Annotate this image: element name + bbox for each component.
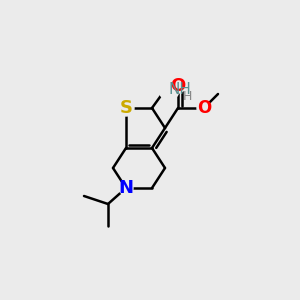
Circle shape	[119, 181, 133, 195]
Text: O: O	[170, 77, 186, 95]
Text: O: O	[197, 99, 211, 117]
Text: N: N	[118, 179, 134, 197]
Circle shape	[159, 80, 179, 100]
Text: S: S	[119, 99, 133, 117]
Text: NH: NH	[169, 82, 192, 97]
Circle shape	[171, 79, 185, 93]
Text: H: H	[183, 91, 192, 103]
Circle shape	[197, 101, 211, 115]
Circle shape	[118, 100, 134, 116]
